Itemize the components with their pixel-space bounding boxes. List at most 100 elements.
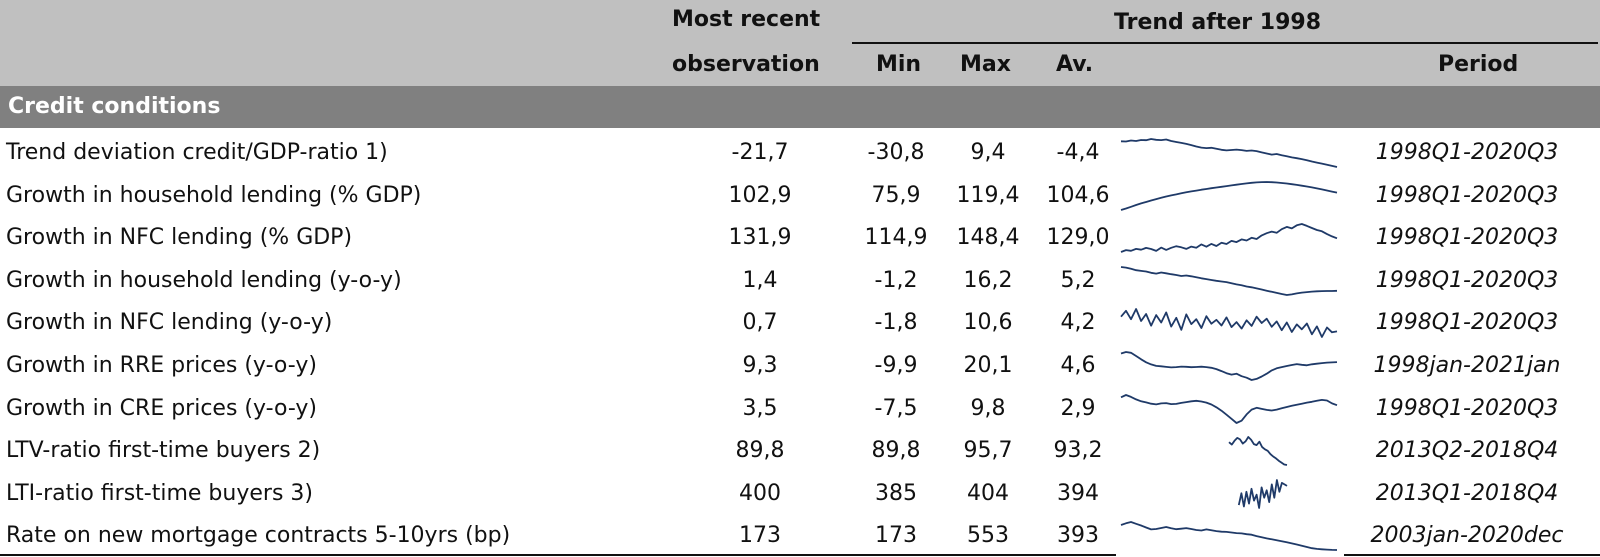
- average-value: 4,2: [1060, 310, 1096, 336]
- trend-sparkline: [1228, 436, 1288, 467]
- period-value: 2003jan-2020dec: [1370, 523, 1564, 549]
- period-value: 1998Q1-2020Q3: [1375, 395, 1559, 421]
- trend-line: [1237, 478, 1288, 509]
- trend-line: [1120, 308, 1338, 339]
- header-trend-title: Trend after 1998: [1114, 10, 1322, 35]
- most-recent-value: 89,8: [735, 438, 785, 464]
- average-value: -4,4: [1056, 140, 1100, 165]
- min-value: -30,8: [867, 140, 925, 165]
- period-value: 1998jan-2021jan: [1373, 353, 1561, 378]
- row-label: Trend deviation credit/GDP-ratio 1): [6, 140, 388, 165]
- min-value: -1,8: [874, 310, 918, 336]
- period-value: 1998Q1-2020Q3: [1375, 310, 1559, 336]
- period-value: 1998Q1-2020Q3: [1375, 267, 1559, 293]
- header-most-recent-line1: Most recent: [672, 7, 821, 32]
- trend-sparkline: [1120, 521, 1338, 552]
- max-value: 148,4: [956, 225, 1020, 251]
- min-value: -7,5: [874, 395, 918, 421]
- min-value: 385: [875, 480, 917, 506]
- most-recent-value: 173: [739, 523, 781, 549]
- section-credit-conditions: Credit conditions: [0, 86, 1600, 128]
- header-period: Period: [1438, 52, 1519, 77]
- row-label: Growth in household lending (% GDP): [6, 182, 422, 208]
- period-value: 2013Q2-2018Q4: [1375, 438, 1559, 464]
- trend-sparkline: [1237, 478, 1288, 509]
- average-value: 93,2: [1053, 438, 1103, 464]
- trend-line: [1120, 393, 1338, 424]
- trend-sparkline: [1120, 180, 1338, 211]
- row-label: Growth in household lending (y-o-y): [6, 267, 402, 293]
- min-value: 89,8: [871, 438, 921, 464]
- trend-line: [1120, 265, 1338, 296]
- trend-line: [1120, 223, 1338, 254]
- table-row: LTI-ratio first-time buyers 3) 400 385 404 3…: [0, 473, 1600, 515]
- row-label: Growth in NFC lending (% GDP): [6, 225, 353, 251]
- max-value: 9,4: [970, 140, 1006, 165]
- table-row: LTV-ratio first-time buyers 2) 89,8 89,8 95…: [0, 430, 1600, 472]
- max-value: 553: [967, 523, 1009, 549]
- trend-line: [1120, 351, 1338, 381]
- table-row: Growth in RRE prices (y-o-y) 9,3 -9,9 20,1 4…: [0, 345, 1600, 387]
- most-recent-value: 0,7: [742, 310, 778, 336]
- most-recent-value: 3,5: [742, 395, 778, 421]
- period-value: 2013Q1-2018Q4: [1375, 480, 1559, 506]
- min-value: -9,9: [874, 353, 918, 378]
- min-value: 173: [875, 523, 917, 549]
- section-title: Credit conditions: [8, 94, 221, 119]
- average-value: 104,6: [1046, 182, 1110, 208]
- period-value: 1998Q1-2020Q3: [1375, 225, 1559, 251]
- average-value: 4,6: [1060, 353, 1096, 378]
- min-value: 75,9: [871, 182, 921, 208]
- max-value: 16,2: [963, 267, 1013, 293]
- row-label: LTV-ratio first-time buyers 2): [6, 438, 321, 464]
- max-value: 404: [967, 480, 1009, 506]
- max-value: 9,8: [970, 395, 1006, 421]
- trend-line: [1228, 436, 1288, 467]
- max-value: 20,1: [963, 353, 1013, 378]
- min-value: -1,2: [874, 267, 918, 293]
- table-row: Trend deviation credit/GDP-ratio 1) -21,7…: [0, 132, 1600, 174]
- average-value: 5,2: [1060, 267, 1096, 293]
- most-recent-value: 1,4: [742, 267, 778, 293]
- bottom-rule-right: [1344, 554, 1600, 556]
- trend-line: [1120, 138, 1338, 168]
- table-header: Most recent observation Trend after 1998…: [0, 0, 1600, 86]
- trend-sparkline: [1120, 223, 1338, 254]
- header-max: Max: [960, 52, 1011, 77]
- header-min: Min: [876, 52, 922, 77]
- row-label: Growth in CRE prices (y-o-y): [6, 395, 318, 421]
- table-row: Growth in NFC lending (y-o-y) 0,7 -1,8 10,6…: [0, 302, 1600, 344]
- period-value: 1998Q1-2020Q3: [1375, 182, 1559, 208]
- min-value: 114,9: [864, 225, 928, 251]
- average-value: 129,0: [1046, 225, 1110, 251]
- trend-sparkline: [1120, 308, 1338, 339]
- row-label: Growth in NFC lending (y-o-y): [6, 310, 333, 336]
- max-value: 119,4: [956, 182, 1020, 208]
- table-row: Growth in CRE prices (y-o-y) 3,5 -7,5 9,8 2,…: [0, 388, 1600, 430]
- most-recent-value: 131,9: [728, 225, 792, 251]
- average-value: 2,9: [1060, 395, 1096, 421]
- period-value: 1998Q1-2020Q3: [1375, 140, 1559, 165]
- row-label: Rate on new mortgage contracts 5-10yrs (…: [6, 523, 511, 549]
- table-row: Growth in NFC lending (% GDP) 131,9 114,9 1…: [0, 217, 1600, 259]
- trend-line: [1120, 521, 1338, 552]
- max-value: 95,7: [963, 438, 1013, 464]
- most-recent-value: 9,3: [742, 353, 778, 378]
- table-row: Growth in household lending (y-o-y) 1,4 -1…: [0, 260, 1600, 302]
- trend-sparkline: [1120, 138, 1338, 168]
- trend-line: [1120, 180, 1338, 211]
- table-row: Growth in household lending (% GDP) 102,9…: [0, 175, 1600, 217]
- row-label: Growth in RRE prices (y-o-y): [6, 353, 317, 378]
- trend-sparkline: [1120, 351, 1338, 381]
- header-avg: Av.: [1056, 52, 1094, 77]
- bottom-rule-left: [0, 554, 1116, 556]
- header-trend-underline: [852, 42, 1598, 44]
- max-value: 10,6: [963, 310, 1013, 336]
- trend-sparkline: [1120, 265, 1338, 296]
- most-recent-value: 400: [739, 480, 781, 506]
- table-row: Rate on new mortgage contracts 5-10yrs (…: [0, 515, 1600, 557]
- average-value: 394: [1057, 480, 1099, 506]
- header-most-recent-line2: observation: [672, 52, 820, 77]
- most-recent-value: -21,7: [731, 140, 789, 165]
